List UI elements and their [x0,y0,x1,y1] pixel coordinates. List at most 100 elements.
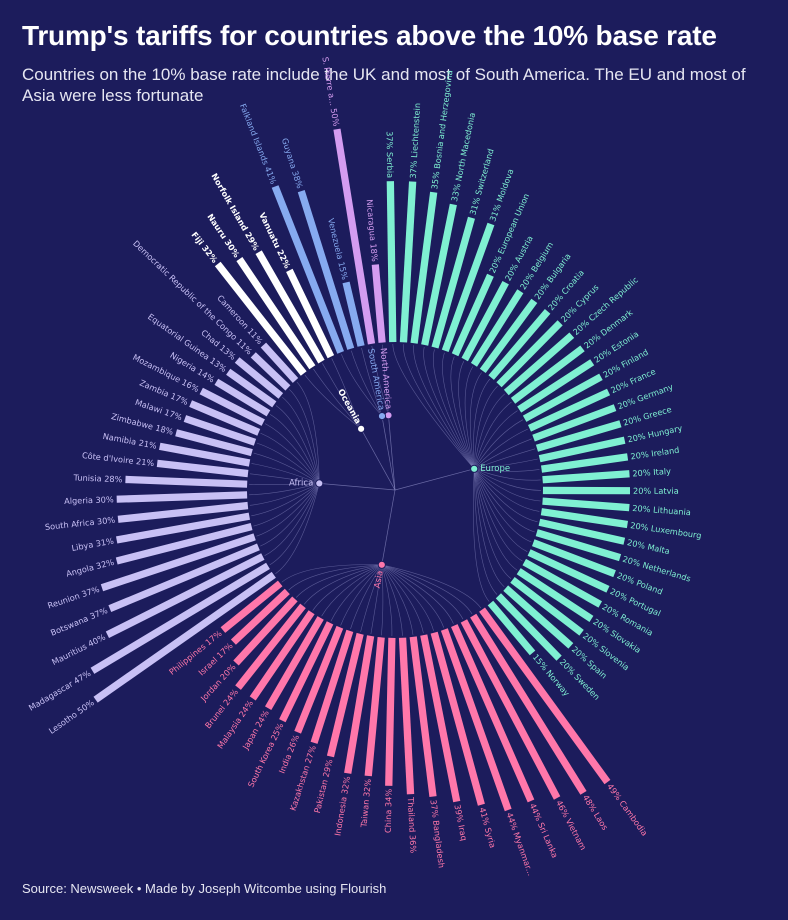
bar-sri-lanka[interactable] [451,624,535,803]
bar-tunisia[interactable] [125,475,248,488]
bar-european-union[interactable] [451,273,494,357]
bar-taiwan[interactable] [364,637,385,777]
bar-romania[interactable] [522,558,603,608]
bar-finland[interactable] [522,373,603,422]
bar-liechtenstein[interactable] [399,181,417,343]
bar-switzerland[interactable] [431,216,476,349]
bar-cambodia[interactable] [479,607,611,785]
bar-laos[interactable] [470,613,587,795]
bar-pakistan[interactable] [326,632,364,758]
bar-fiji[interactable] [214,261,307,376]
bar-slovenia[interactable] [510,577,584,636]
bar-sweden[interactable] [495,593,562,661]
bar-chad[interactable] [234,357,284,399]
bar-malawi[interactable] [183,415,257,446]
bar-reunion[interactable] [100,533,256,592]
node-europe[interactable] [470,464,479,473]
bar-zimbabwe[interactable] [175,429,253,457]
bar-norway[interactable] [487,600,536,656]
link-s-pierre-and-miquelon [371,345,389,416]
bar-denmark[interactable] [510,345,585,404]
bar-hungary[interactable] [538,436,626,463]
bar-mozambique[interactable] [199,387,265,426]
bar-philippines[interactable] [220,580,283,633]
bar-lithuania[interactable] [542,497,630,512]
bar-cote-d-ivoire[interactable] [156,459,249,478]
bar-austria[interactable] [461,281,509,362]
bar-israel[interactable] [230,588,290,645]
node-south-america[interactable] [377,412,387,421]
link-north-macedonia [423,346,475,469]
bar-latvia[interactable] [542,486,630,495]
bar-kazakhstan[interactable] [310,629,354,744]
bar-ireland[interactable] [541,453,629,473]
bar-france[interactable] [528,388,611,432]
link-denmark [473,401,512,469]
bar-s-pierre-and-miquelon[interactable] [333,128,376,345]
link-philippines [281,564,382,583]
bar-nauru[interactable] [236,257,316,370]
bar-portugal[interactable] [527,549,610,593]
bar-zambia[interactable] [189,400,261,436]
bar-india[interactable] [294,625,344,734]
bar-nigeria[interactable] [214,378,271,417]
bar-italy[interactable] [542,470,630,484]
bar-germany[interactable] [532,404,617,442]
bar-equatorial-guinea[interactable] [226,368,277,408]
bar-brunei[interactable] [235,603,306,690]
link-bulgaria [469,372,482,469]
bar-china[interactable] [385,637,396,786]
bar-bosnia-and-herzegovina[interactable] [410,191,438,344]
label-libya: Libya 31% [71,536,115,553]
bar-lesotho[interactable] [93,571,276,703]
bar-south-africa[interactable] [117,501,249,523]
bar-malta[interactable] [538,518,626,545]
bar-japan[interactable] [265,616,324,710]
bar-syria[interactable] [430,631,485,806]
bar-malaysia[interactable] [249,610,315,701]
bar-thailand[interactable] [398,637,415,795]
bar-nicaragua[interactable] [371,264,386,343]
bar-belgium[interactable] [470,289,524,367]
bar-myanmar[interactable] [440,628,512,812]
node-africa[interactable] [315,479,324,488]
bar-libya[interactable] [116,512,250,544]
bar-norfolk-island[interactable] [255,250,325,364]
bar-cyprus[interactable] [496,320,563,388]
bar-algeria[interactable] [116,491,248,503]
node-oceania[interactable] [357,424,366,433]
bar-poland[interactable] [532,539,616,578]
link-root-europe [394,468,475,491]
bar-serbia[interactable] [386,181,397,343]
bar-spain[interactable] [503,585,574,649]
bar-botswana[interactable] [108,543,260,613]
bar-falkland-islands[interactable] [271,185,344,354]
bar-angola[interactable] [115,523,253,565]
bar-jordan[interactable] [233,596,298,666]
bar-mauritius[interactable] [105,553,265,638]
bar-luxembourg[interactable] [540,508,628,529]
bar-iraq[interactable] [420,634,461,803]
bar-vietnam[interactable] [460,619,561,800]
bar-estonia[interactable] [517,359,595,413]
bar-namibia[interactable] [159,442,251,467]
bar-netherlands[interactable] [535,529,622,562]
link-finland [473,419,524,469]
bar-croatia[interactable] [488,309,551,380]
bar-democratic-republic-of-the-congo[interactable] [250,352,291,391]
bar-guyana[interactable] [297,190,355,350]
bar-greece[interactable] [535,420,622,452]
bar-moldova[interactable] [441,222,495,352]
bar-venezuela[interactable] [342,281,365,347]
bar-czech-republic[interactable] [503,332,575,396]
bar-south-korea[interactable] [279,621,334,723]
bar-madagascar[interactable] [90,562,270,674]
bar-vanuatu[interactable] [286,268,335,359]
bar-bulgaria[interactable] [479,298,538,373]
bar-slovakia[interactable] [516,568,594,622]
bar-indonesia[interactable] [344,635,375,774]
bar-north-macedonia[interactable] [421,203,457,346]
node-asia[interactable] [377,560,386,569]
bar-bangladesh[interactable] [409,636,437,797]
bar-cameroon[interactable] [260,342,299,383]
